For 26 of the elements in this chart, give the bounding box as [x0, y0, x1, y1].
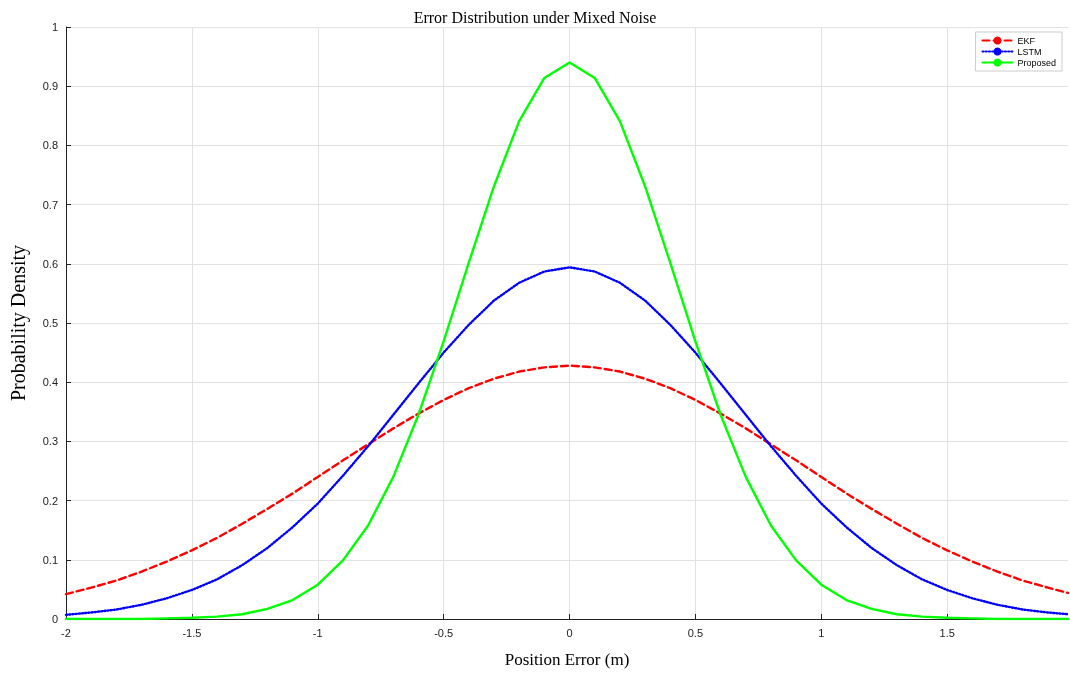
- x-tick-label: -0.5: [434, 626, 454, 639]
- legend-label: LSTM: [1017, 46, 1042, 57]
- x-axis-title: Position Error (m): [504, 650, 630, 669]
- legend-label: Proposed: [1017, 57, 1056, 68]
- x-tick-label: 1: [818, 626, 825, 639]
- y-axis-title: Probability Density: [7, 244, 30, 402]
- y-tick-label: 0.5: [42, 317, 58, 329]
- y-tick-label: 0.7: [42, 198, 58, 211]
- x-tick-label: -1.5: [182, 626, 202, 639]
- x-tick-label: -1: [312, 626, 323, 639]
- y-tick-label: 0.6: [42, 257, 58, 270]
- y-tick-label: 1: [51, 21, 58, 33]
- y-tick-label: 0.9: [42, 80, 58, 93]
- x-tick-label: 0: [566, 626, 573, 639]
- y-tick-label: 0.4: [42, 376, 58, 389]
- chart-title: Error Distribution under Mixed Noise: [413, 8, 657, 26]
- legend-label: EKF: [1017, 35, 1036, 46]
- y-tick-label: 0.8: [42, 139, 58, 152]
- x-tick-label: 1.5: [939, 626, 955, 639]
- x-tick-label: 0.5: [687, 626, 704, 639]
- x-tick-label: -2: [61, 626, 71, 639]
- y-tick-label: 0: [51, 613, 58, 625]
- line-series: [64, 364, 1070, 596]
- y-tick-label: 0.2: [42, 494, 58, 507]
- y-tick-label: 0.3: [42, 435, 58, 448]
- y-tick-label: 0.1: [42, 553, 58, 566]
